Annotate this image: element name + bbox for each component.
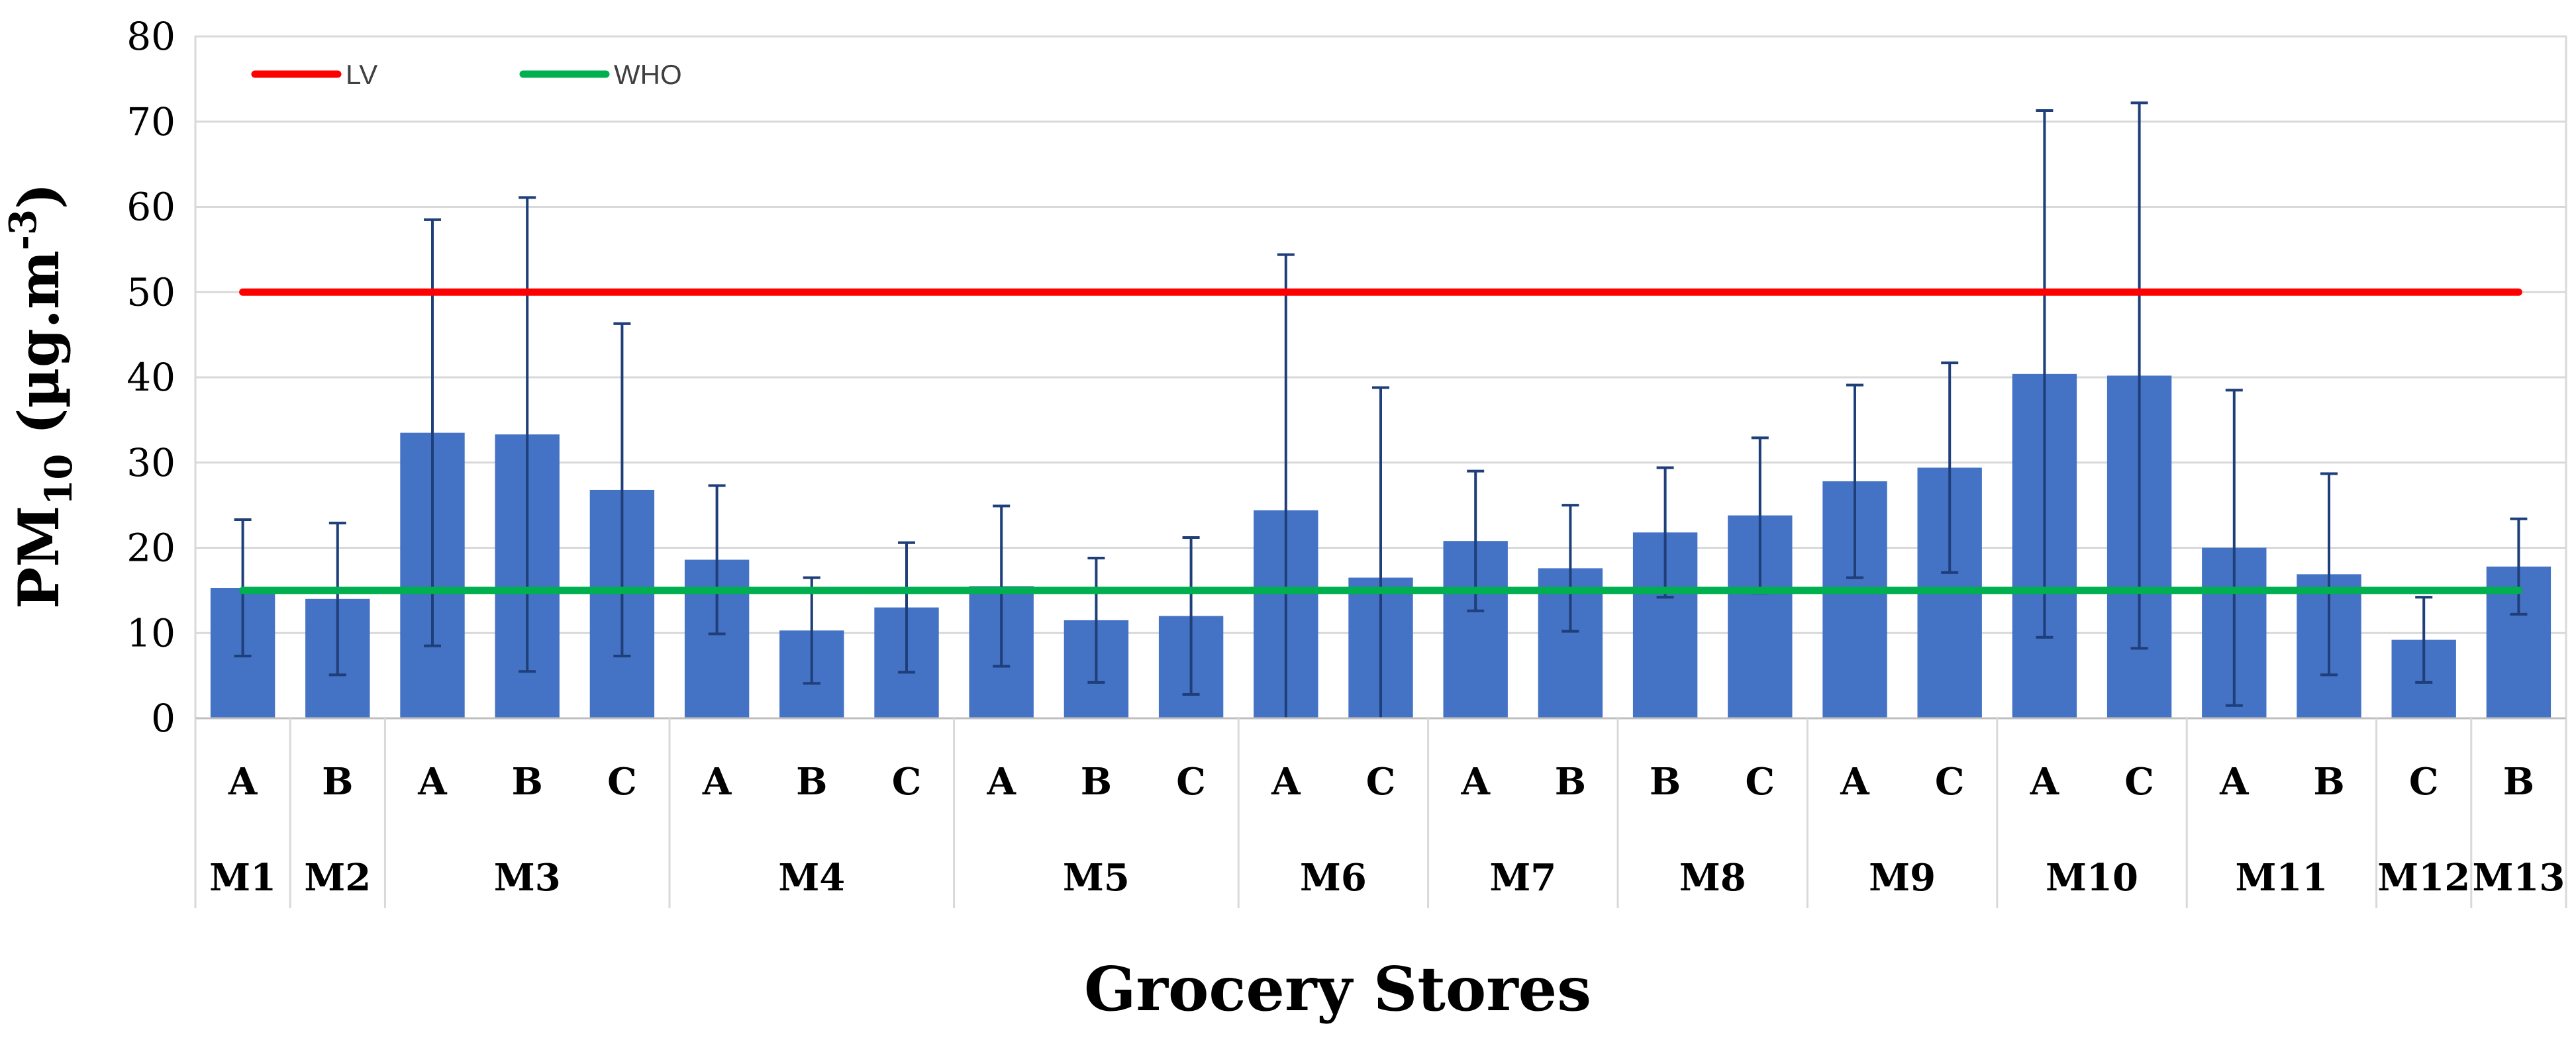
x-sub-label-M12-C: C: [2409, 760, 2439, 804]
x-sub-label-M11-B: B: [2313, 760, 2344, 804]
x-category-labels: A B A B C A B C A B C A C A B B C A C A C A B C B M1 M2 M3 M4 M5 M6 M7 M…: [194, 718, 2567, 908]
x-sub-label-M2-B: B: [322, 760, 353, 804]
y-axis-title: PM10 (µg.m-3): [1, 183, 81, 608]
y-tick-label-40: 40: [126, 355, 175, 400]
x-sub-label-M5-A: A: [986, 760, 1016, 804]
y-tick-label-50: 50: [126, 269, 175, 314]
y-tick-label-60: 60: [126, 185, 175, 230]
y-tick-label-80: 80: [126, 14, 175, 59]
x-sub-label-M4-C: C: [892, 760, 922, 804]
x-sub-label-M7-A: A: [1460, 760, 1491, 804]
x-sub-label-M7-B: B: [1555, 760, 1586, 804]
x-sub-label-M5-C: C: [1176, 760, 1206, 804]
y-tick-label-0: 0: [151, 696, 175, 741]
x-sub-label-M10-A: A: [2030, 760, 2060, 804]
reference-lines: [239, 288, 2522, 594]
y-axis-title-units: (µg.m: [6, 250, 72, 453]
y-tick-label-20: 20: [126, 526, 175, 571]
x-group-label-M1: M1: [209, 856, 276, 900]
x-sub-label-M3-C: C: [607, 760, 637, 804]
y-axis-title-subscript: 10: [37, 454, 81, 506]
x-group-label-M12: M12: [2377, 856, 2470, 900]
legend-label-who: WHO: [614, 59, 682, 90]
y-axis-title-close: ): [6, 183, 72, 209]
x-sub-label-M4-A: A: [702, 760, 732, 804]
y-tick-label-70: 70: [126, 99, 175, 144]
x-group-label-M9: M9: [1869, 856, 1936, 900]
y-axis-title-main: PM: [6, 506, 72, 609]
x-group-label-M6: M6: [1300, 856, 1367, 900]
x-sub-label-M1-A: A: [228, 760, 258, 804]
x-group-label-M11: M11: [2235, 856, 2328, 900]
y-axis-title-superscript: -3: [1, 209, 45, 250]
y-tick-labels: 0 10 20 30 40 50 60 70 80: [126, 14, 175, 741]
x-group-label-M3: M3: [494, 856, 561, 900]
x-sub-label-M9-C: C: [1935, 760, 1965, 804]
x-sub-label-M3-B: B: [512, 760, 543, 804]
x-group-label-M2: M2: [304, 856, 371, 900]
x-sub-label-M9-A: A: [1840, 760, 1870, 804]
x-sub-label-M10-C: C: [2124, 760, 2154, 804]
x-sub-label-M8-C: C: [1746, 760, 1775, 804]
x-sub-label-M6-C: C: [1366, 760, 1396, 804]
x-sub-label-M4-B: B: [796, 760, 827, 804]
x-sub-label-M6-A: A: [1271, 760, 1301, 804]
y-tick-label-30: 30: [126, 440, 175, 485]
x-group-label-M7: M7: [1489, 856, 1556, 900]
x-group-label-M13: M13: [2472, 856, 2565, 900]
axes: [194, 35, 2567, 720]
x-axis-title: Grocery Stores: [1084, 953, 1591, 1025]
x-sub-label-M13-B: B: [2503, 760, 2534, 804]
x-group-label-M8: M8: [1679, 856, 1746, 900]
y-tick-label-10: 10: [126, 610, 175, 655]
legend: LV WHO: [251, 59, 682, 90]
legend-label-lv: LV: [346, 59, 377, 90]
x-sub-label-M5-B: B: [1081, 760, 1112, 804]
x-sub-label-M8-B: B: [1650, 760, 1681, 804]
x-group-label-M4: M4: [778, 856, 845, 900]
x-group-label-M10: M10: [2046, 856, 2138, 900]
error-bars: [234, 101, 2528, 718]
x-sub-label-M3-A: A: [417, 760, 448, 804]
x-sub-label-M11-A: A: [2219, 760, 2250, 804]
x-group-label-M5: M5: [1063, 856, 1130, 900]
